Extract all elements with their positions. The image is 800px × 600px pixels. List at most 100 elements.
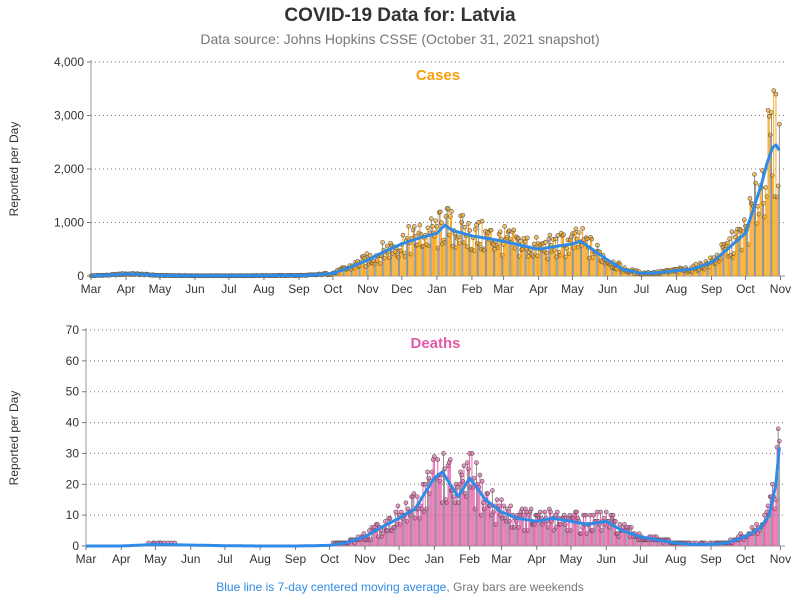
cases-daily-bar: [523, 238, 525, 276]
deaths-daily-bar: [378, 536, 380, 546]
deaths-y-tick-label: 50: [66, 385, 80, 399]
deaths-daily-bar: [736, 539, 738, 546]
deaths-daily-marker: [469, 451, 475, 456]
cases-daily-bar: [357, 261, 359, 276]
deaths-daily-bar: [501, 499, 502, 546]
deaths-daily-marker: [574, 509, 579, 515]
cases-daily-bar: [593, 252, 595, 276]
cases-daily-bar: [496, 245, 498, 276]
deaths-daily-bar: [542, 524, 543, 546]
cases-daily-bar: [680, 268, 682, 276]
deaths-daily-bar: [654, 539, 656, 546]
cases-daily-bar: [607, 262, 608, 276]
deaths-daily-bar: [450, 490, 452, 546]
cases-daily-bar: [518, 256, 520, 276]
cases-daily-bar: [617, 264, 619, 276]
deaths-daily-marker: [441, 451, 446, 456]
cases-daily-bar: [416, 245, 417, 276]
cases-daily-marker: [544, 250, 549, 256]
cases-daily-bar: [361, 256, 363, 276]
cases-daily-bar: [460, 215, 462, 276]
deaths-daily-bar: [527, 530, 529, 546]
cases-daily-bar: [499, 231, 501, 276]
deaths-daily-bar: [658, 539, 660, 546]
deaths-daily-bar: [373, 527, 375, 546]
cases-daily-bar: [713, 257, 715, 276]
deaths-daily-bar: [778, 441, 780, 546]
cases-daily-bar: [569, 240, 571, 276]
cases-daily-bar: [343, 267, 345, 276]
deaths-daily-bar: [394, 527, 395, 546]
cases-daily-bar: [410, 254, 412, 276]
deaths-daily-bar: [432, 459, 434, 546]
deaths-daily-bar: [538, 518, 540, 546]
cases-daily-bar: [552, 239, 554, 276]
cases-daily-marker: [467, 228, 472, 233]
cases-daily-bar: [573, 247, 575, 276]
deaths-daily-bar: [386, 530, 388, 546]
cases-daily-bar: [399, 250, 401, 276]
deaths-daily-bar: [621, 530, 623, 546]
cases-daily-bar: [466, 246, 468, 276]
cases-daily-bar: [672, 271, 674, 276]
cases-daily-bar: [455, 247, 457, 276]
deaths-daily-bar: [486, 493, 488, 546]
deaths-daily-bar: [430, 481, 432, 546]
cases-daily-bar: [763, 203, 764, 276]
deaths-daily-bar: [423, 512, 425, 546]
cases-daily-bar: [494, 249, 495, 276]
deaths-daily-bar: [496, 499, 498, 546]
deaths-daily-bar: [480, 515, 482, 546]
cases-daily-bar: [543, 251, 545, 276]
deaths-daily-bar: [361, 536, 362, 546]
cases-daily-bar: [534, 247, 536, 276]
cases-daily-bar: [603, 258, 605, 276]
cases-daily-bar: [487, 232, 489, 276]
cases-daily-bar: [482, 248, 484, 276]
cases-daily-bar: [438, 212, 440, 276]
deaths-daily-bar: [464, 493, 466, 546]
cases-daily-bar: [529, 252, 531, 276]
deaths-daily-bar: [497, 508, 499, 546]
cases-daily-bar: [443, 240, 445, 276]
deaths-daily-bar: [433, 456, 435, 546]
cases-daily-bar: [547, 258, 549, 276]
deaths-daily-bar: [406, 521, 408, 546]
cases-daily-bar: [381, 255, 382, 276]
cases-x-tick-label: Jan: [427, 282, 446, 296]
deaths-daily-bar: [483, 508, 485, 546]
deaths-daily-bar: [734, 539, 736, 546]
cases-daily-bar: [538, 243, 540, 276]
deaths-daily-bar: [551, 521, 553, 546]
deaths-daily-marker: [494, 497, 500, 503]
cases-daily-bar: [610, 263, 612, 276]
deaths-daily-bar: [562, 518, 564, 546]
cases-daily-marker: [553, 236, 558, 242]
cases-daily-bar: [454, 233, 456, 276]
cases-daily-bar: [501, 255, 503, 276]
deaths-daily-bar: [419, 518, 421, 546]
deaths-daily-marker: [459, 472, 464, 478]
cases-daily-bar: [692, 265, 694, 276]
deaths-daily-bar: [399, 524, 401, 546]
deaths-daily-bar: [358, 539, 360, 546]
cases-daily-bar: [475, 225, 477, 276]
deaths-daily-bar: [411, 496, 413, 546]
cases-daily-bar: [749, 198, 751, 276]
deaths-daily-bar: [536, 515, 538, 546]
cases-daily-marker: [693, 261, 699, 267]
cases-daily-bar: [434, 236, 436, 276]
deaths-daily-bar: [570, 530, 572, 546]
deaths-daily-bar: [506, 508, 508, 546]
deaths-daily-bar: [611, 518, 613, 546]
cases-daily-marker: [428, 216, 434, 222]
deaths-daily-bar: [482, 502, 484, 546]
deaths-daily-bar: [518, 527, 520, 546]
cases-daily-marker: [766, 114, 772, 119]
deaths-daily-bar: [364, 539, 366, 546]
cases-daily-bar: [433, 232, 434, 276]
deaths-daily-bar: [365, 539, 367, 546]
deaths-daily-bar: [485, 499, 487, 546]
deaths-daily-bar: [643, 539, 645, 546]
cases-daily-bar: [596, 245, 598, 276]
